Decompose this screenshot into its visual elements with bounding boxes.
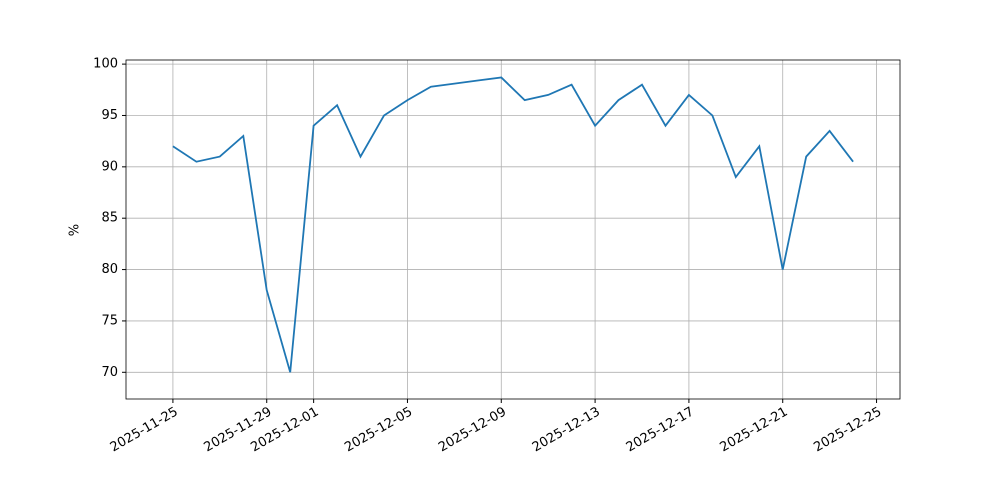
y-tick-label: 90 bbox=[101, 159, 118, 174]
data-line bbox=[172, 76, 854, 373]
y-axis-label: % bbox=[68, 224, 83, 236]
x-tick-label: 2025-12-05 bbox=[342, 405, 415, 456]
y-tick-label: 80 bbox=[101, 262, 118, 277]
x-tick-label: 2025-11-25 bbox=[108, 405, 181, 456]
x-tick-label: 2025-12-25 bbox=[811, 405, 884, 456]
x-tick-label: 2025-12-13 bbox=[530, 405, 603, 456]
y-tick-label: 95 bbox=[101, 108, 118, 123]
plot-frame bbox=[125, 59, 901, 400]
y-tick-label: 100 bbox=[93, 57, 118, 72]
y-tick-label: 75 bbox=[101, 313, 118, 328]
x-tick-label: 2025-12-09 bbox=[436, 405, 509, 456]
y-tick-label: 85 bbox=[101, 211, 118, 226]
y-tick-label: 70 bbox=[101, 365, 118, 380]
x-tick-label: 2025-12-21 bbox=[718, 405, 791, 456]
x-tick-label: 2025-12-17 bbox=[624, 405, 697, 456]
